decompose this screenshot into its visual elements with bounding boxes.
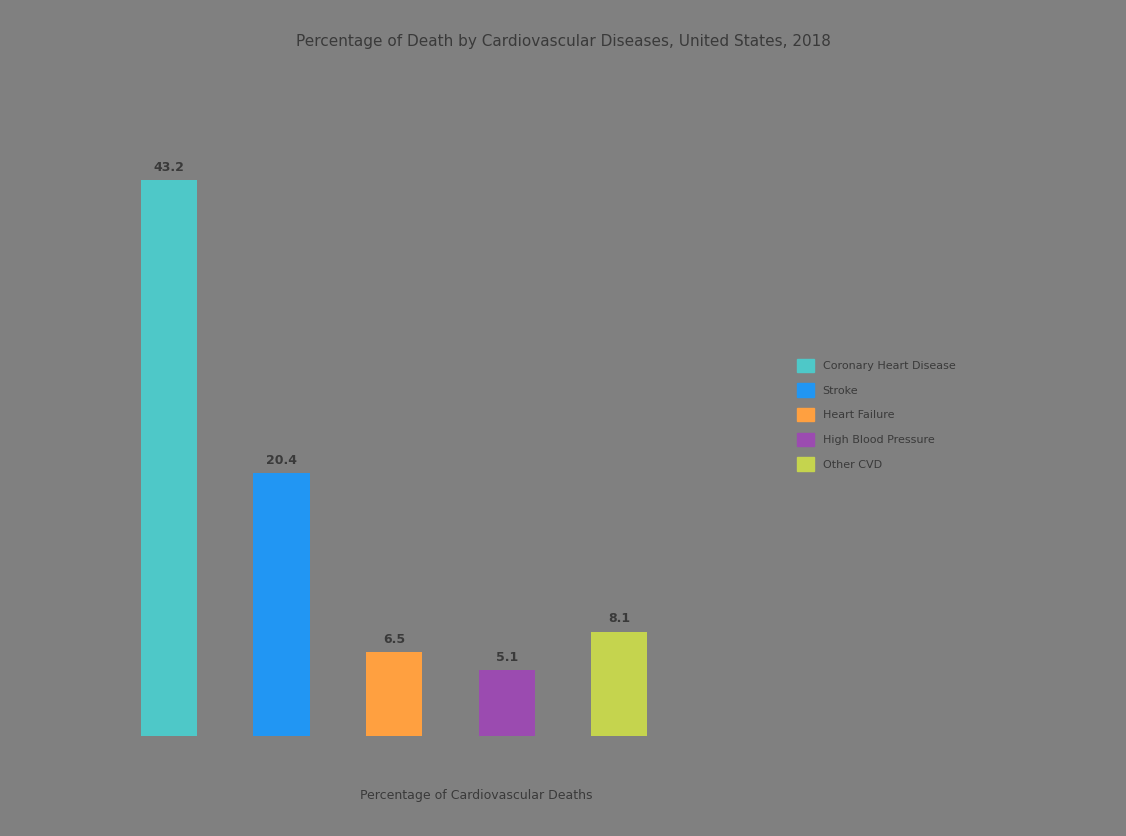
Bar [253,473,310,736]
Text: 43.2: 43.2 [153,161,185,174]
Text: Percentage of Cardiovascular Deaths: Percentage of Cardiovascular Deaths [360,789,592,803]
Title: Percentage of Death by Cardiovascular Diseases, United States, 2018: Percentage of Death by Cardiovascular Di… [295,34,831,49]
Text: 20.4: 20.4 [266,454,297,466]
Bar [366,652,422,736]
Bar [591,631,647,736]
Legend: Coronary Heart Disease, Stroke, Heart Failure, High Blood Pressure, Other CVD: Coronary Heart Disease, Stroke, Heart Fa… [792,353,960,477]
Text: 6.5: 6.5 [383,633,405,645]
Text: 8.1: 8.1 [608,612,631,625]
Bar [141,180,197,736]
Bar [479,670,535,736]
Text: 5.1: 5.1 [495,650,518,664]
